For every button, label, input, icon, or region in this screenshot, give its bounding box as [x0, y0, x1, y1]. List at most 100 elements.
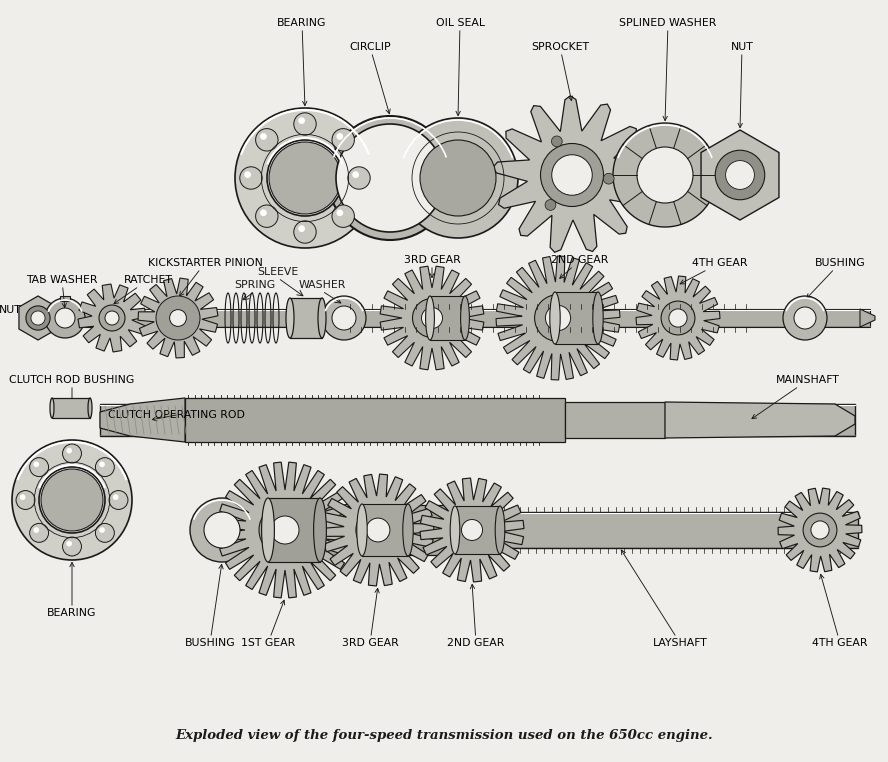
- Polygon shape: [100, 398, 185, 442]
- Text: NUT: NUT: [0, 305, 35, 318]
- Bar: [290, 298, 322, 338]
- Circle shape: [366, 518, 390, 542]
- Polygon shape: [665, 402, 855, 438]
- Circle shape: [613, 123, 717, 227]
- Bar: [565, 402, 665, 438]
- Circle shape: [422, 308, 442, 328]
- Circle shape: [105, 311, 119, 325]
- Polygon shape: [19, 296, 57, 340]
- Circle shape: [39, 467, 105, 533]
- Circle shape: [322, 296, 366, 340]
- Circle shape: [328, 116, 452, 240]
- Circle shape: [271, 516, 299, 544]
- Circle shape: [29, 458, 49, 476]
- Polygon shape: [701, 130, 779, 220]
- Ellipse shape: [50, 398, 54, 418]
- Circle shape: [170, 309, 186, 326]
- Circle shape: [337, 133, 343, 139]
- Circle shape: [204, 512, 240, 548]
- Circle shape: [545, 306, 571, 331]
- Text: 1ST GEAR: 1ST GEAR: [241, 600, 295, 648]
- Circle shape: [462, 520, 482, 540]
- Bar: [60, 296, 70, 301]
- Text: SLEEVE: SLEEVE: [258, 267, 298, 277]
- Circle shape: [20, 495, 26, 500]
- Bar: [100, 404, 855, 436]
- Bar: [52, 398, 90, 418]
- Circle shape: [99, 305, 125, 331]
- Circle shape: [62, 537, 82, 556]
- Circle shape: [67, 541, 72, 546]
- Circle shape: [715, 150, 765, 200]
- Circle shape: [426, 146, 490, 210]
- Circle shape: [551, 136, 562, 147]
- Circle shape: [26, 306, 50, 330]
- Circle shape: [240, 167, 262, 189]
- Text: BEARING: BEARING: [47, 562, 97, 618]
- Circle shape: [725, 161, 755, 190]
- Circle shape: [109, 491, 128, 510]
- Text: SPRING: SPRING: [234, 280, 275, 290]
- Circle shape: [332, 129, 354, 151]
- Text: CIRCLIP: CIRCLIP: [349, 42, 391, 114]
- Ellipse shape: [357, 504, 368, 556]
- Polygon shape: [138, 278, 218, 358]
- Polygon shape: [493, 96, 650, 252]
- Ellipse shape: [496, 506, 504, 554]
- Circle shape: [190, 498, 254, 562]
- Circle shape: [99, 527, 105, 533]
- Circle shape: [803, 513, 836, 547]
- Text: CLUTCH ROD BUSHING: CLUTCH ROD BUSHING: [10, 375, 135, 405]
- Text: SPROCKET: SPROCKET: [531, 42, 589, 101]
- Text: TAB WASHER: TAB WASHER: [27, 275, 98, 308]
- Text: MAINSHAFT: MAINSHAFT: [752, 375, 840, 418]
- Circle shape: [16, 491, 35, 510]
- Text: 3RD GEAR: 3RD GEAR: [342, 588, 399, 648]
- Circle shape: [41, 469, 103, 531]
- Polygon shape: [496, 256, 620, 380]
- Circle shape: [235, 108, 375, 248]
- Polygon shape: [860, 309, 875, 327]
- Circle shape: [413, 299, 451, 338]
- Circle shape: [163, 303, 194, 334]
- Circle shape: [294, 113, 316, 135]
- Bar: [218, 505, 448, 555]
- Circle shape: [420, 140, 496, 216]
- Circle shape: [99, 462, 105, 467]
- Text: BEARING: BEARING: [277, 18, 327, 106]
- Polygon shape: [778, 488, 862, 572]
- Circle shape: [453, 511, 491, 549]
- Circle shape: [260, 210, 266, 216]
- Polygon shape: [420, 478, 524, 582]
- Circle shape: [294, 221, 316, 243]
- Text: KICKSTARTER PINION: KICKSTARTER PINION: [147, 258, 263, 296]
- Ellipse shape: [593, 292, 603, 344]
- Circle shape: [356, 508, 400, 552]
- Polygon shape: [78, 284, 146, 352]
- Circle shape: [62, 444, 82, 463]
- Ellipse shape: [286, 298, 294, 338]
- Text: LAYSHAFT: LAYSHAFT: [622, 550, 708, 648]
- Circle shape: [603, 173, 614, 184]
- Circle shape: [267, 140, 343, 216]
- Circle shape: [398, 118, 518, 238]
- Bar: [25, 309, 870, 327]
- Text: 4TH GEAR: 4TH GEAR: [680, 258, 748, 284]
- Ellipse shape: [313, 498, 327, 562]
- Ellipse shape: [88, 398, 92, 418]
- Circle shape: [337, 210, 343, 216]
- Circle shape: [31, 311, 45, 325]
- Bar: [555, 292, 598, 344]
- Bar: [218, 512, 858, 548]
- Circle shape: [45, 298, 85, 338]
- Ellipse shape: [262, 498, 274, 562]
- Circle shape: [256, 205, 278, 227]
- Polygon shape: [636, 276, 720, 360]
- Ellipse shape: [450, 506, 460, 554]
- Circle shape: [336, 124, 444, 232]
- Polygon shape: [380, 266, 484, 370]
- Ellipse shape: [461, 296, 470, 340]
- Polygon shape: [322, 474, 434, 586]
- Circle shape: [259, 504, 311, 556]
- Ellipse shape: [403, 504, 413, 556]
